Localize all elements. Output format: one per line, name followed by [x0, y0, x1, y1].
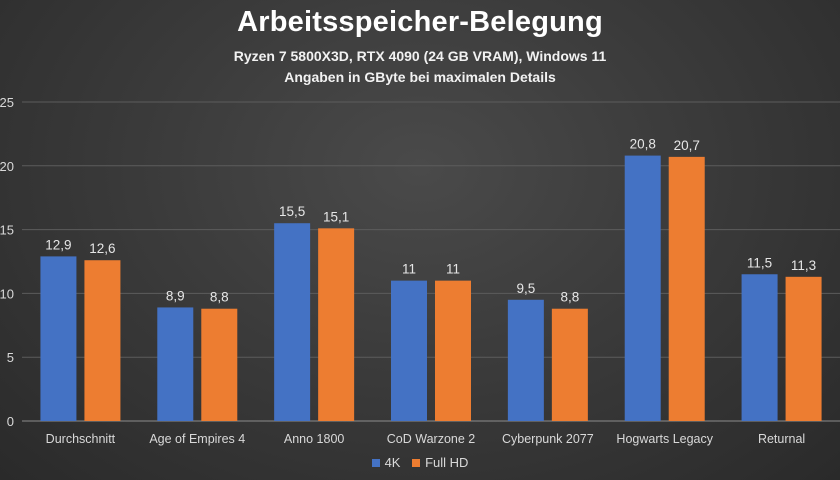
- bar-full-hd[interactable]: [318, 228, 355, 421]
- bar-4k[interactable]: [624, 155, 661, 422]
- x-axis: Durchschnitt Age of Empires 4 Anno 1800 CoD…: [46, 432, 806, 446]
- bars: [40, 155, 822, 422]
- data-label-4k: 11: [402, 262, 416, 277]
- bar-full-hd[interactable]: [668, 156, 705, 422]
- data-label-full-hd: 11,3: [791, 258, 816, 273]
- data-label-4k: 15,5: [279, 204, 305, 219]
- chart-subtitle-units: Angaben in GByte bei maximalen Details: [284, 69, 556, 85]
- y-tick-label: 0: [7, 414, 14, 429]
- legend-label-full-hd: Full HD: [425, 455, 469, 470]
- y-tick-label: 20: [0, 159, 14, 174]
- data-label-4k: 11,5: [747, 255, 772, 270]
- bar-full-hd[interactable]: [551, 308, 588, 421]
- y-tick-label: 10: [0, 286, 14, 301]
- data-label-full-hd: 8,8: [560, 290, 579, 305]
- gridlines: [22, 101, 840, 422]
- bar-full-hd[interactable]: [201, 308, 238, 421]
- legend: 4K Full HD: [0, 455, 840, 470]
- bar-full-hd[interactable]: [435, 280, 471, 421]
- y-tick-label: 15: [0, 223, 14, 238]
- x-category-label: Anno 1800: [284, 432, 345, 446]
- data-label-full-hd: 20,7: [674, 138, 700, 153]
- bar-4k[interactable]: [157, 307, 194, 421]
- bar-4k[interactable]: [274, 223, 311, 421]
- chart-subtitle-system: Ryzen 7 5800X3D, RTX 4090 (24 GB VRAM), …: [233, 48, 607, 64]
- data-labels: 12,9 12,6 8,9 8,8 15,5 15,1 11 11 9,5 8,8 20,8 20,7…: [45, 137, 816, 305]
- chart-title: Arbeitsspeicher-Belegung: [237, 6, 603, 38]
- legend-item-4k[interactable]: 4K: [371, 455, 401, 470]
- data-label-full-hd: 11: [446, 262, 460, 277]
- bar-full-hd[interactable]: [785, 276, 822, 421]
- data-label-full-hd: 8,8: [210, 290, 229, 305]
- legend-swatch-4k: [371, 458, 380, 467]
- legend-label-4k: 4K: [384, 455, 401, 470]
- bar-4k[interactable]: [741, 274, 778, 421]
- data-label-4k: 12,9: [45, 237, 71, 252]
- y-axis: 0 5 10 15 20 25: [0, 95, 14, 429]
- data-label-full-hd: 15,1: [323, 209, 349, 224]
- x-category-label: CoD Warzone 2: [387, 432, 476, 446]
- data-label-4k: 20,8: [630, 137, 656, 152]
- x-category-label: Durchschnitt: [46, 432, 116, 446]
- bar-full-hd[interactable]: [84, 260, 121, 421]
- bar-4k[interactable]: [40, 256, 77, 421]
- data-label-full-hd: 12,6: [89, 241, 115, 256]
- legend-item-full-hd[interactable]: Full HD: [412, 455, 468, 470]
- x-category-label: Cyberpunk 2077: [502, 432, 594, 446]
- bar-4k[interactable]: [507, 299, 544, 421]
- y-tick-label: 5: [7, 350, 14, 365]
- x-category-label: Returnal: [758, 432, 805, 446]
- legend-swatch-full-hd: [412, 458, 421, 467]
- bar-4k[interactable]: [391, 280, 427, 421]
- x-category-label: Hogwarts Legacy: [616, 432, 713, 446]
- data-label-4k: 8,9: [166, 288, 185, 303]
- x-category-label: Age of Empires 4: [149, 432, 245, 446]
- y-tick-label: 25: [0, 95, 14, 110]
- data-label-4k: 9,5: [516, 281, 535, 296]
